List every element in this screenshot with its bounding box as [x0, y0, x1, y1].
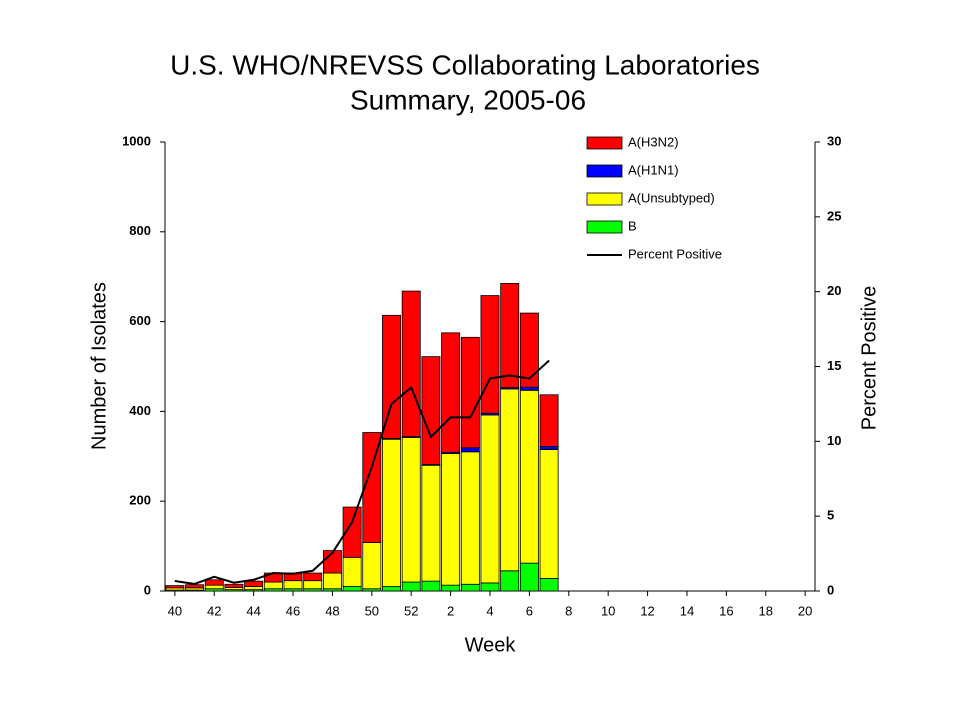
bar-segment — [283, 580, 303, 590]
y-tick-label: 1000 — [122, 133, 151, 148]
x-tick-label: 48 — [325, 603, 339, 618]
bar-segment — [519, 562, 539, 592]
bar-segment — [322, 572, 342, 590]
y-tick-label: 800 — [129, 223, 151, 238]
bar-segment — [421, 580, 441, 592]
x-tick-label: 44 — [246, 603, 260, 618]
bar-segment — [441, 332, 461, 453]
bar-segment — [244, 580, 264, 587]
y2-tick-label: 30 — [827, 133, 841, 148]
x-tick-label: 2 — [447, 603, 454, 618]
bar-segment — [362, 542, 382, 590]
bar-segment — [303, 580, 323, 590]
bar-segment — [539, 578, 559, 592]
bar-segment — [500, 570, 520, 592]
x-tick-label: 50 — [365, 603, 379, 618]
bar-segment — [500, 388, 520, 572]
bar-segment — [362, 432, 382, 543]
bar-segment — [204, 579, 224, 586]
legend-swatch — [586, 164, 623, 178]
bar-segment — [519, 312, 539, 388]
bar-segment — [401, 290, 421, 437]
y2-tick-label: 10 — [827, 433, 841, 448]
bar-segment — [500, 283, 520, 389]
x-tick-label: 12 — [640, 603, 654, 618]
bar-segment — [382, 586, 401, 592]
legend-swatch — [586, 192, 623, 206]
bar-segment — [460, 583, 480, 592]
y2-tick-label: 5 — [827, 508, 834, 523]
bar-segment — [342, 506, 362, 558]
x-tick-label: 52 — [404, 603, 418, 618]
bar-segment — [303, 572, 323, 582]
chart-subtitle: Summary, 2005-06 — [350, 84, 586, 115]
y2-tick-label: 20 — [827, 283, 841, 298]
legend-label: B — [628, 218, 637, 233]
y2-tick-label: 25 — [827, 208, 841, 223]
y-tick-label: 400 — [129, 403, 151, 418]
legend-swatch — [586, 136, 623, 150]
x-tick-label: 40 — [168, 603, 182, 618]
x-tick-label: 6 — [526, 603, 533, 618]
legend-swatch — [586, 220, 623, 234]
bar-segment — [204, 584, 224, 590]
bar-segment — [342, 586, 362, 592]
chart-title: U.S. WHO/NREVSS Collaborating Laboratori… — [170, 49, 760, 80]
x-tick-label: 10 — [601, 603, 615, 618]
legend-label: A(H1N1) — [628, 162, 679, 177]
x-tick-label: 4 — [486, 603, 493, 618]
bar-segment — [421, 356, 441, 465]
x-tick-label: 14 — [680, 603, 694, 618]
y-axis-title: Number of Isolates — [88, 282, 110, 450]
legend-label: Percent Positive — [628, 246, 722, 261]
bar-segment — [441, 584, 461, 592]
bar-segment — [460, 447, 480, 453]
x-tick-label: 20 — [798, 603, 812, 618]
bar-segment — [539, 394, 559, 447]
bar-segment — [539, 446, 559, 450]
legend-label: A(Unsubtyped) — [628, 190, 715, 205]
bar-segment — [263, 581, 283, 590]
bar-segment — [480, 582, 500, 592]
bar-segment — [382, 314, 401, 439]
bar-segment — [342, 556, 362, 587]
bar-segment — [382, 438, 401, 587]
bar-segment — [519, 386, 539, 391]
y-tick-label: 0 — [144, 582, 151, 597]
x-tick-label: 46 — [286, 603, 300, 618]
x-tick-label: 18 — [759, 603, 773, 618]
x-axis-title: Week — [465, 634, 517, 656]
bar-segment — [480, 295, 500, 414]
bar-segment — [460, 336, 480, 449]
bar-segment — [185, 584, 205, 589]
y2-axis-title: Percent Positive — [858, 286, 880, 431]
y2-tick-label: 0 — [827, 582, 834, 597]
bar-segment — [519, 389, 539, 564]
legend-label: A(H3N2) — [628, 134, 679, 149]
bar-segment — [480, 414, 500, 584]
bar-segment — [165, 585, 185, 589]
bar-segment — [460, 451, 480, 585]
x-tick-label: 16 — [719, 603, 733, 618]
bar-segment — [441, 453, 461, 586]
bar-segment — [224, 583, 244, 588]
y2-tick-label: 15 — [827, 358, 841, 373]
x-tick-label: 8 — [565, 603, 572, 618]
y-tick-label: 200 — [129, 493, 151, 508]
x-tick-label: 42 — [207, 603, 221, 618]
bar-segment — [244, 586, 264, 591]
bar-segment — [401, 581, 421, 592]
bar-segment — [539, 449, 559, 579]
y-tick-label: 600 — [129, 313, 151, 328]
bar-segment — [421, 464, 441, 582]
percent-line — [174, 359, 550, 585]
bar-segment — [401, 437, 421, 583]
